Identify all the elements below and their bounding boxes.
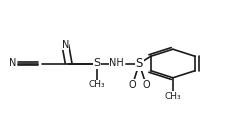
Text: CH₃: CH₃ — [88, 80, 105, 89]
Text: N: N — [9, 59, 16, 68]
Text: S: S — [136, 57, 143, 70]
Text: O: O — [129, 80, 136, 90]
Text: CH₃: CH₃ — [165, 92, 181, 101]
Text: S: S — [93, 59, 100, 68]
Text: NH: NH — [109, 59, 124, 68]
Text: O: O — [142, 80, 150, 90]
Text: N: N — [62, 40, 69, 50]
